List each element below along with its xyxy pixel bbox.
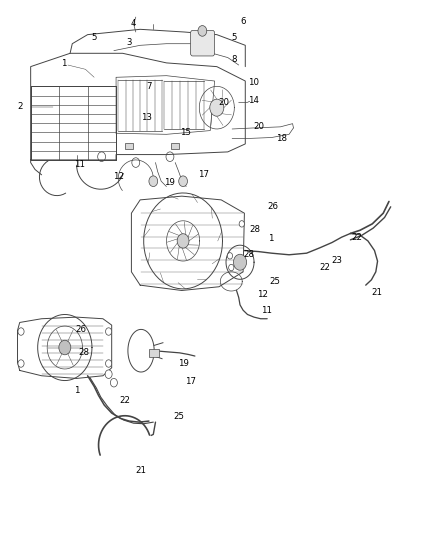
- Text: 21: 21: [371, 288, 382, 296]
- Circle shape: [198, 26, 207, 36]
- FancyBboxPatch shape: [191, 30, 215, 56]
- Text: 22: 22: [351, 233, 363, 241]
- Text: 2: 2: [17, 102, 22, 111]
- Circle shape: [106, 328, 112, 335]
- Text: 28: 28: [243, 251, 254, 259]
- Text: 25: 25: [173, 413, 184, 421]
- Bar: [149, 349, 159, 357]
- Text: 6: 6: [240, 17, 246, 26]
- Text: 21: 21: [135, 466, 147, 474]
- Text: 20: 20: [254, 123, 265, 131]
- Text: 5: 5: [232, 33, 237, 42]
- Text: 23: 23: [331, 256, 342, 264]
- Text: 22: 22: [319, 263, 331, 272]
- Text: 7: 7: [146, 82, 152, 91]
- Text: 15: 15: [180, 128, 191, 136]
- Text: 22: 22: [119, 397, 131, 405]
- Text: 19: 19: [178, 359, 188, 368]
- Text: 5: 5: [92, 33, 97, 42]
- Text: 13: 13: [141, 113, 152, 122]
- Text: 25: 25: [269, 277, 281, 286]
- Circle shape: [239, 221, 244, 227]
- Text: 18: 18: [276, 134, 287, 143]
- Text: 17: 17: [185, 377, 196, 385]
- Text: 26: 26: [75, 325, 87, 334]
- Text: 26: 26: [267, 203, 278, 211]
- Text: 1: 1: [268, 235, 273, 243]
- Circle shape: [177, 233, 189, 248]
- Text: 19: 19: [165, 178, 175, 187]
- Text: 3: 3: [127, 38, 132, 47]
- Text: 1: 1: [74, 386, 79, 394]
- Circle shape: [227, 253, 233, 259]
- Text: 10: 10: [247, 78, 259, 87]
- Circle shape: [149, 176, 158, 187]
- Text: 28: 28: [78, 349, 90, 357]
- Text: 14: 14: [247, 96, 259, 104]
- Text: 12: 12: [257, 290, 268, 298]
- Circle shape: [233, 254, 247, 270]
- Circle shape: [18, 328, 24, 335]
- Circle shape: [179, 176, 187, 187]
- Text: 1: 1: [61, 60, 66, 68]
- Circle shape: [105, 370, 112, 378]
- Text: 4: 4: [131, 19, 136, 28]
- Text: 20: 20: [218, 98, 229, 107]
- Bar: [171, 143, 179, 149]
- Text: 28: 28: [249, 225, 261, 233]
- Text: 12: 12: [113, 173, 124, 181]
- Circle shape: [59, 340, 71, 355]
- Bar: [125, 143, 133, 149]
- Circle shape: [110, 378, 117, 387]
- Text: 17: 17: [198, 171, 209, 179]
- Circle shape: [210, 99, 224, 116]
- Text: 11: 11: [261, 306, 272, 314]
- Text: 11: 11: [74, 160, 85, 168]
- Circle shape: [229, 264, 234, 271]
- Circle shape: [18, 360, 24, 367]
- Circle shape: [106, 360, 112, 367]
- Text: 8: 8: [232, 55, 237, 64]
